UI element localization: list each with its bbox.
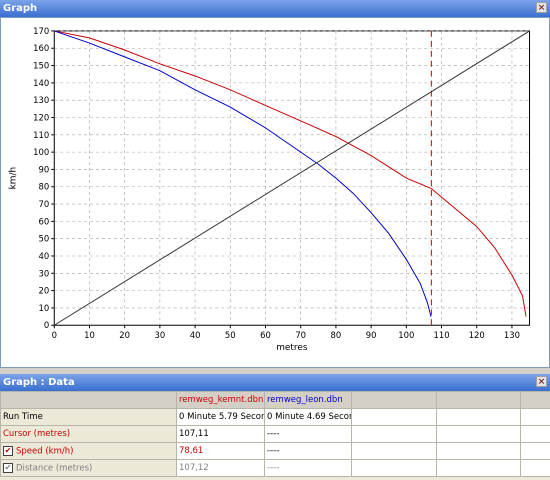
table-cell <box>520 459 550 477</box>
y-tick-label: 10 <box>39 303 50 313</box>
table-cell <box>436 442 521 460</box>
x-tick-label: 100 <box>398 330 414 340</box>
y-tick-label: 110 <box>33 130 49 140</box>
table-row: ✔ Speed (km/h) 78,61 ---- <box>0 442 550 460</box>
checkbox-icon[interactable]: ✔ <box>3 462 13 473</box>
y-tick-label: 150 <box>33 61 49 71</box>
x-tick-label: 70 <box>295 330 306 340</box>
header-cell <box>436 391 521 409</box>
y-tick-label: 90 <box>39 164 50 174</box>
y-tick-label: 0 <box>44 320 49 330</box>
table-row: ✔ Distance (metres) 107,12 ---- <box>0 459 550 477</box>
graph-titlebar: Graph × <box>0 0 550 17</box>
y-tick-label: 20 <box>39 286 50 296</box>
x-tick-label: 10 <box>84 330 95 340</box>
x-tick-label: 80 <box>331 330 342 340</box>
header-cell <box>520 391 550 409</box>
x-axis-label: metres <box>276 343 308 353</box>
table-cell <box>351 408 437 426</box>
series-line-2 <box>54 30 432 317</box>
x-tick-label: 20 <box>119 330 130 340</box>
row-label-distance: ✔ Distance (metres) <box>0 459 177 477</box>
y-tick-label: 160 <box>33 43 49 53</box>
series-line-1 <box>54 30 527 317</box>
row-label: Speed (km/h) <box>16 446 74 457</box>
y-tick-label: 140 <box>33 78 49 88</box>
x-tick-label: 40 <box>190 330 201 340</box>
y-tick-label: 40 <box>39 251 50 261</box>
table-cell <box>351 442 437 460</box>
graph-window-title: Graph <box>3 3 38 14</box>
y-tick-label: 70 <box>39 199 50 209</box>
row-label: Cursor (metres) <box>0 425 177 443</box>
header-cell-series-2[interactable]: remweg_leon.dbn <box>264 391 352 409</box>
table-cell <box>436 425 521 443</box>
y-tick-label: 60 <box>39 216 50 226</box>
y-tick-label: 100 <box>33 147 49 157</box>
table-cell <box>436 459 521 477</box>
header-cell-series-1[interactable]: remweg_kemnt.dbn <box>176 391 265 409</box>
x-tick-label: 60 <box>260 330 271 340</box>
y-tick-label: 120 <box>33 112 49 122</box>
x-tick-label: 120 <box>469 330 485 340</box>
speed-distance-chart[interactable]: 0 10 20 30 40 50 60 70 80 90 100 110 120 130 0 10 20 30 40… <box>0 17 550 368</box>
table-cell <box>520 408 550 426</box>
y-axis-label: km/h <box>8 167 18 190</box>
row-label-speed: ✔ Speed (km/h) <box>0 442 177 460</box>
table-cell: ---- <box>264 425 352 443</box>
y-tick-label: 30 <box>39 268 50 278</box>
y-tick-label: 130 <box>33 95 49 105</box>
data-grid: remweg_kemnt.dbn remweg_leon.dbn Run Tim… <box>0 391 550 477</box>
table-cell <box>520 425 550 443</box>
table-cell: ---- <box>264 459 352 477</box>
row-label: Distance (metres) <box>16 463 93 474</box>
graph-window: Graph × 0 10 20 30 40 50 60 70 80 90 100 110 120 130 0… <box>0 0 550 368</box>
y-tick-label: 80 <box>39 182 50 192</box>
x-tick-label: 50 <box>225 330 236 340</box>
table-cell: 107,11 <box>176 425 265 443</box>
table-cell: 0 Minute 5.79 Secon <box>176 408 265 426</box>
table-cell <box>436 408 521 426</box>
row-label: Run Time <box>0 408 177 426</box>
table-cell <box>351 459 437 477</box>
table-row: Run Time 0 Minute 5.79 Secon 0 Minute 4.… <box>0 408 550 426</box>
table-row: Cursor (metres) 107,11 ---- <box>0 425 550 443</box>
close-icon[interactable]: × <box>536 2 547 13</box>
y-tick-label: 170 <box>33 26 49 36</box>
table-cell <box>351 425 437 443</box>
series-line-3 <box>54 30 530 326</box>
data-window-title: Graph : Data <box>3 377 75 388</box>
x-tick-label: 0 <box>52 330 57 340</box>
table-cell: 107,12 <box>176 459 265 477</box>
table-cell: 0 Minute 4.69 Secon <box>264 408 352 426</box>
table-cell: ---- <box>264 442 352 460</box>
header-cell <box>351 391 437 409</box>
close-icon[interactable]: × <box>536 376 547 387</box>
table-cell: 78,61 <box>176 442 265 460</box>
data-grid-header: remweg_kemnt.dbn remweg_leon.dbn <box>0 391 550 409</box>
x-tick-label: 90 <box>366 330 377 340</box>
x-tick-label: 130 <box>504 330 520 340</box>
checkbox-icon[interactable]: ✔ <box>3 445 13 456</box>
x-tick-label: 110 <box>433 330 449 340</box>
y-tick-label: 50 <box>39 234 50 244</box>
data-titlebar: Graph : Data × <box>0 374 550 391</box>
table-cell <box>520 442 550 460</box>
header-cell <box>0 391 177 409</box>
x-tick-label: 30 <box>155 330 166 340</box>
